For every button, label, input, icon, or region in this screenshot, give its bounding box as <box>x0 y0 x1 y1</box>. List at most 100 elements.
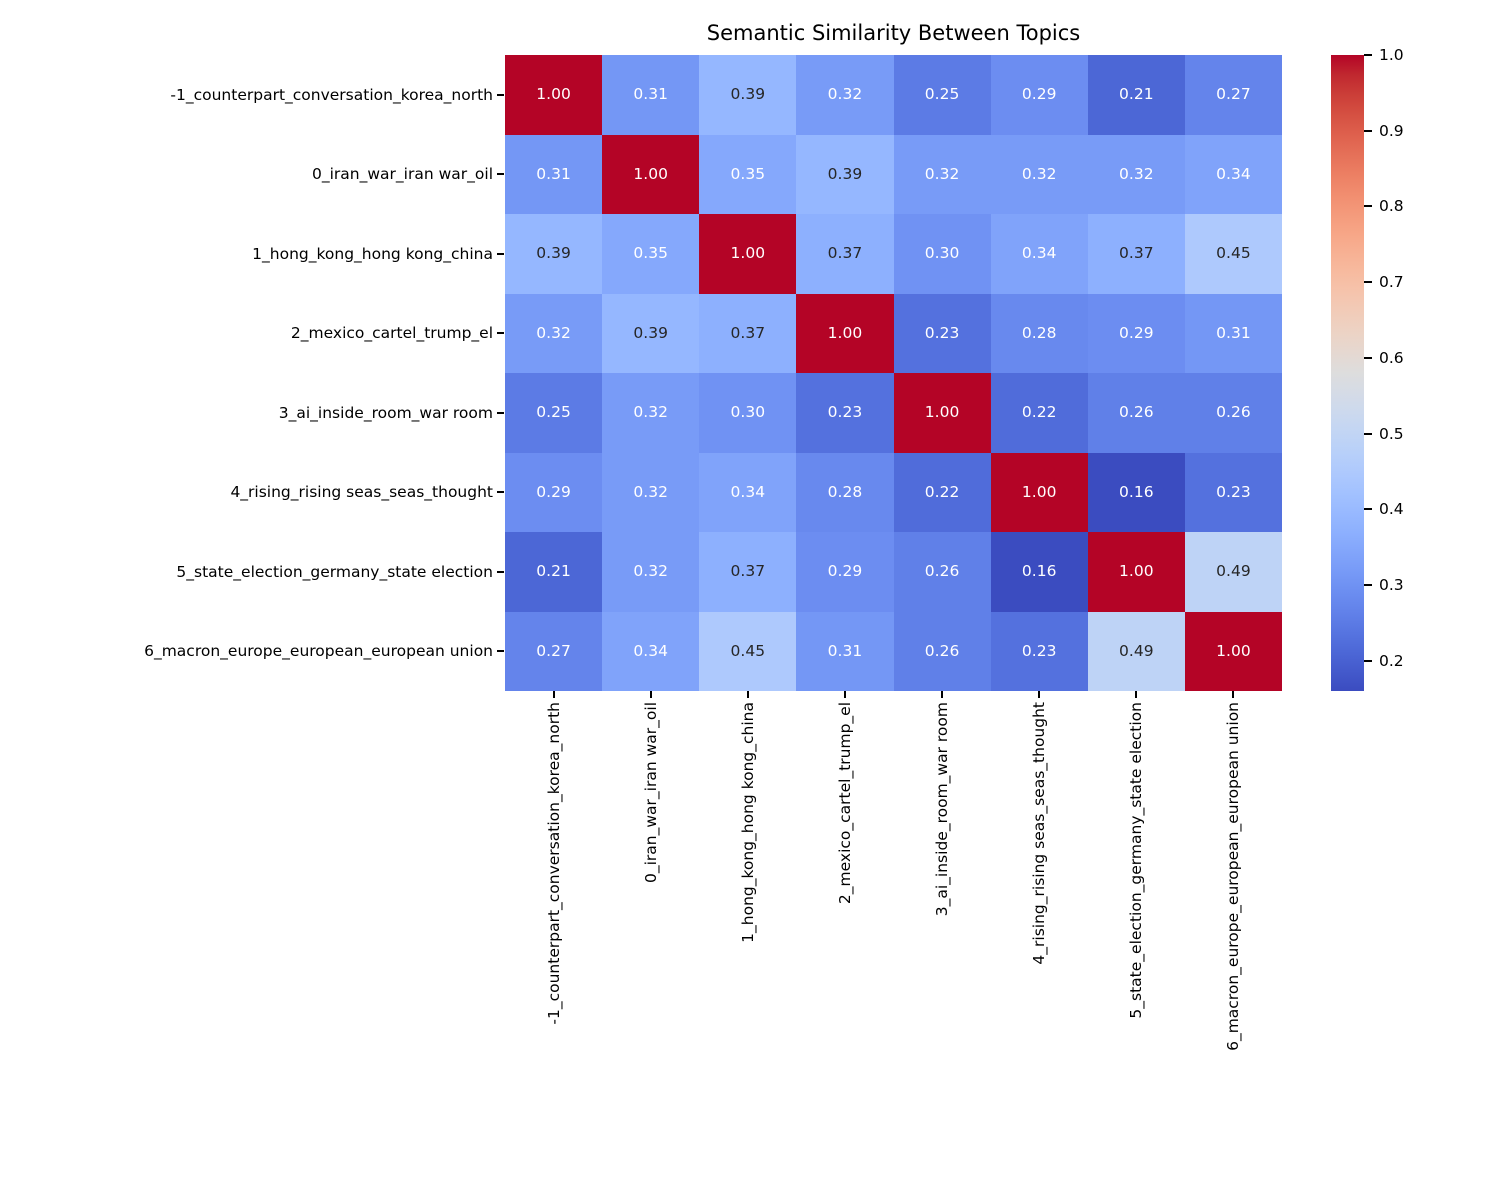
y-tick-mark <box>497 332 504 335</box>
heatmap-cell: 0.39 <box>699 55 797 135</box>
heatmap-cell: 1.00 <box>505 55 603 135</box>
y-axis-label: 3_ai_inside_room_war room <box>278 403 493 422</box>
heatmap-grid: 1.00 0.31 0.39 0.32 0.25 0.29 0.21 0.27 0.31 1.00… <box>505 55 1282 691</box>
colorbar-tick-mark <box>1364 129 1372 132</box>
heatmap-cell: 0.29 <box>796 532 894 612</box>
y-axis-labels: -1_counterpart_conversation_korea_north 0… <box>0 55 493 691</box>
y-axis-label: 1_hong_kong_hong kong_china <box>252 244 493 263</box>
heatmap-cell: 0.23 <box>796 373 894 453</box>
heatmap-cell: 0.28 <box>796 452 894 532</box>
heatmap-cell: 0.23 <box>990 611 1088 691</box>
heatmap-cell: 0.25 <box>893 55 991 135</box>
heatmap-cell: 0.45 <box>699 611 797 691</box>
x-tick-mark <box>1232 691 1235 698</box>
colorbar-tick-mark <box>1364 584 1372 586</box>
heatmap-cell: 1.00 <box>796 293 894 373</box>
heatmap-cell: 0.16 <box>990 532 1088 612</box>
heatmap-cell: 0.32 <box>602 532 700 612</box>
heatmap-cell: 0.16 <box>1087 452 1185 532</box>
heatmap-cell: 0.21 <box>505 532 603 612</box>
heatmap-cell: 1.00 <box>990 452 1088 532</box>
heatmap-cell: 0.34 <box>1184 134 1282 214</box>
heatmap-cell: 0.23 <box>1184 452 1282 532</box>
heatmap-cell: 0.32 <box>796 55 894 135</box>
heatmap-cell: 0.26 <box>1087 373 1185 453</box>
heatmap-cell: 0.39 <box>796 134 894 214</box>
x-axis-label: 5_state_election_germany_state election <box>1127 702 1146 1019</box>
colorbar-tick-label: 0.3 <box>1379 576 1404 594</box>
x-axis-label: 1_hong_kong_hong kong_china <box>738 702 757 943</box>
heatmap-cell: 0.32 <box>505 293 603 373</box>
x-tick-mark <box>649 691 652 698</box>
x-tick-mark <box>1038 691 1041 698</box>
y-axis-label: 0_iran_war_iran war_oil <box>312 165 493 184</box>
colorbar-tick-label: 1.0 <box>1379 46 1404 64</box>
heatmap-cell: 1.00 <box>699 214 797 294</box>
heatmap-cell: 1.00 <box>1087 532 1185 612</box>
x-axis-labels: -1_counterpart_conversation_korea_north 0… <box>505 702 1282 1192</box>
heatmap-cell: 0.31 <box>1184 293 1282 373</box>
y-tick-mark <box>497 650 504 653</box>
y-tick-mark <box>497 93 504 96</box>
heatmap-cell: 0.28 <box>990 293 1088 373</box>
heatmap-cell: 0.26 <box>893 532 991 612</box>
x-axis-label: -1_counterpart_conversation_korea_north <box>544 702 563 1025</box>
heatmap-cell: 0.26 <box>893 611 991 691</box>
y-tick-mark <box>497 411 504 414</box>
x-tick-mark <box>941 691 944 698</box>
colorbar-tick-label: 0.2 <box>1379 651 1404 670</box>
heatmap-cell: 0.32 <box>990 134 1088 214</box>
y-axis-label: 2_mexico_cartel_trump_el <box>290 324 493 343</box>
heatmap-cell: 0.31 <box>602 55 700 135</box>
heatmap-cell: 0.45 <box>1184 214 1282 294</box>
heatmap-cell: 0.32 <box>602 452 700 532</box>
heatmap-cell: 0.23 <box>893 293 991 373</box>
colorbar-tick-label: 0.4 <box>1379 500 1404 519</box>
heatmap-cell: 0.34 <box>699 452 797 532</box>
colorbar <box>1331 55 1364 691</box>
heatmap-cell: 0.34 <box>602 611 700 691</box>
colorbar-tick-mark <box>1364 54 1372 56</box>
heatmap-cell: 0.22 <box>893 452 991 532</box>
y-tick-mark <box>497 173 504 176</box>
heatmap-cell: 0.27 <box>1184 55 1282 135</box>
heatmap-cell: 0.37 <box>699 293 797 373</box>
heatmap-cell: 0.34 <box>990 214 1088 294</box>
heatmap-cell: 0.21 <box>1087 55 1185 135</box>
x-tick-mark <box>1135 691 1138 698</box>
colorbar-tick-mark <box>1364 356 1372 359</box>
y-tick-mark <box>497 252 504 255</box>
heatmap-cell: 0.30 <box>893 214 991 294</box>
y-axis-label: 6_macron_europe_european_european union <box>144 642 493 661</box>
heatmap-cell: 0.25 <box>505 373 603 453</box>
heatmap-cell: 0.35 <box>602 214 700 294</box>
heatmap-cell: 0.37 <box>796 214 894 294</box>
x-axis-label: 0_iran_war_iran war_oil <box>641 702 660 883</box>
colorbar-tick-mark <box>1364 205 1372 208</box>
colorbar-tick-mark <box>1364 659 1372 662</box>
colorbar-tick-mark <box>1364 508 1372 511</box>
heatmap-cell: 0.39 <box>602 293 700 373</box>
y-tick-mark <box>497 570 504 573</box>
x-axis-label: 4_rising_rising seas_seas_thought <box>1030 702 1049 965</box>
heatmap-cell: 0.29 <box>1087 293 1185 373</box>
x-tick-mark <box>746 691 749 698</box>
y-axis-label: 5_state_election_germany_state election <box>176 562 493 581</box>
colorbar-tick-mark <box>1364 281 1372 284</box>
heatmap-cell: 0.29 <box>990 55 1088 135</box>
x-tick-mark <box>843 691 846 698</box>
colorbar-tick-label: 0.7 <box>1379 273 1404 292</box>
heatmap-cell: 0.32 <box>602 373 700 453</box>
heatmap-cell: 1.00 <box>893 373 991 453</box>
colorbar-tick-label: 0.8 <box>1379 197 1404 216</box>
x-axis-label: 6_macron_europe_european_european union <box>1224 702 1243 1051</box>
colorbar-tick-mark <box>1364 432 1372 435</box>
heatmap-cell: 0.26 <box>1184 373 1282 453</box>
x-tick-mark <box>552 691 555 698</box>
heatmap-cell: 0.37 <box>699 532 797 612</box>
y-tick-mark <box>497 491 504 494</box>
heatmap-cell: 0.31 <box>796 611 894 691</box>
heatmap-cell: 0.35 <box>699 134 797 214</box>
heatmap-cell: 0.22 <box>990 373 1088 453</box>
